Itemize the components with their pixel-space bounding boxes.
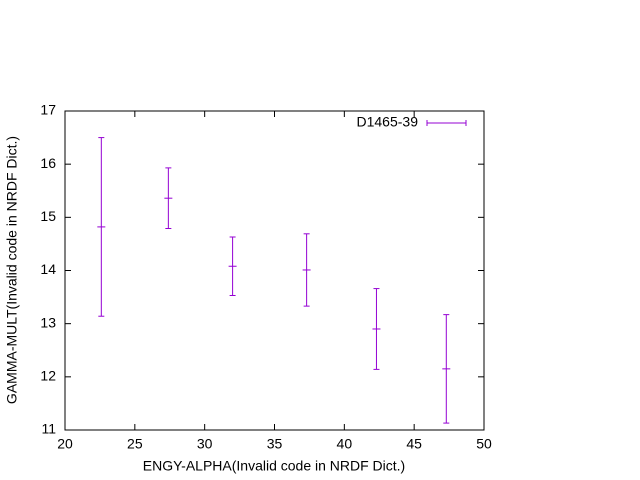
y-tick-label: 14 xyxy=(40,261,56,277)
y-tick-label: 12 xyxy=(40,368,56,384)
y-tick-label: 16 xyxy=(40,155,56,171)
x-tick-label: 30 xyxy=(197,436,213,452)
x-tick-label: 20 xyxy=(57,436,73,452)
x-tick-label: 50 xyxy=(476,436,492,452)
plot-frame xyxy=(64,110,485,431)
y-tick-label: 11 xyxy=(41,421,56,437)
x-tick-label: 25 xyxy=(127,436,143,452)
x-tick-label: 35 xyxy=(267,436,283,452)
y-tick-label: 15 xyxy=(40,208,56,224)
y-tick-label: 13 xyxy=(40,314,56,330)
y-tick-label: 17 xyxy=(40,102,56,118)
x-axis-label: ENGY-ALPHA(Invalid code in NRDF Dict.) xyxy=(143,458,405,474)
y-axis-label: GAMMA-MULT(Invalid code in NRDF Dict.) xyxy=(4,136,20,404)
x-tick-label: 45 xyxy=(406,436,422,452)
legend-label: D1465-39 xyxy=(357,114,419,130)
x-tick-label: 40 xyxy=(337,436,353,452)
